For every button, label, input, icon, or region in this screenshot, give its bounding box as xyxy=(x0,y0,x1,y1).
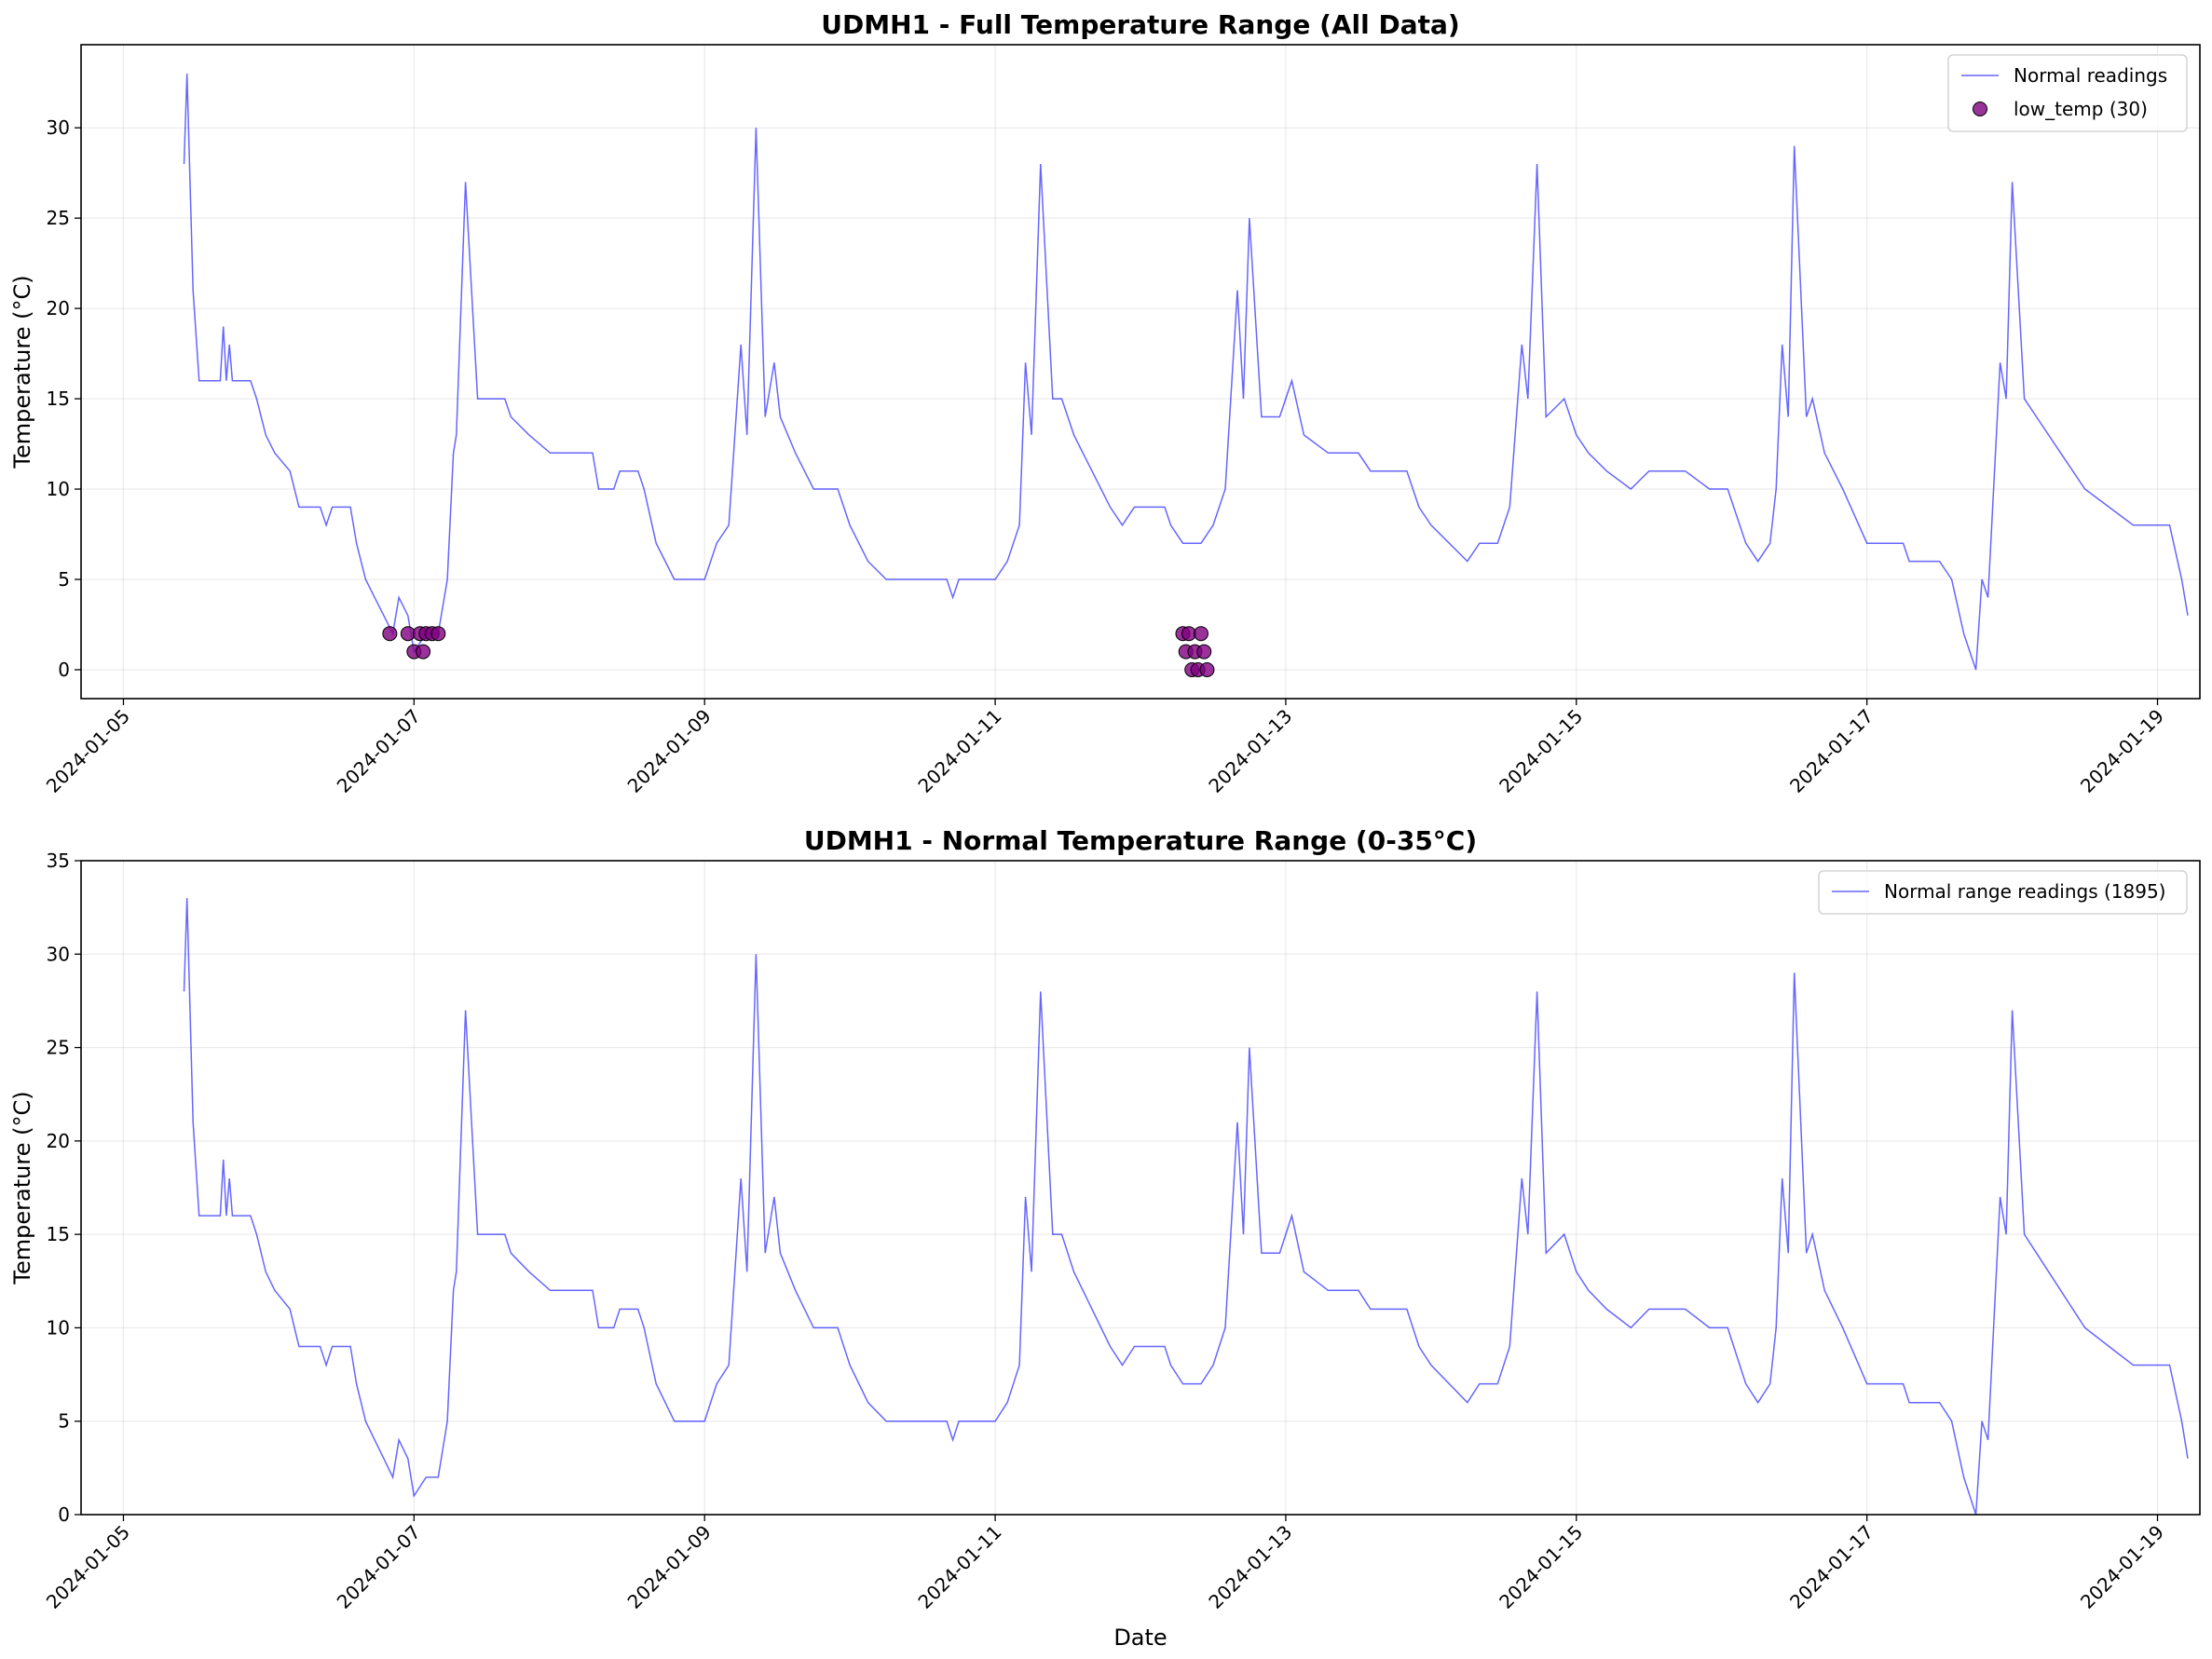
legend-label: Normal readings xyxy=(2014,64,2167,87)
legend: Normal range readings (1895) xyxy=(1818,870,2188,915)
y-tick-label: 10 xyxy=(47,1316,70,1339)
temperature-line xyxy=(183,73,2189,671)
low-temp-point xyxy=(382,626,398,642)
y-tick-label: 35 xyxy=(47,850,70,872)
y-tick-label: 15 xyxy=(47,388,70,410)
axes-frame xyxy=(80,860,2201,1516)
y-tick-label: 5 xyxy=(58,1410,70,1433)
chart-title: UDMH1 - Full Temperature Range (All Data… xyxy=(821,9,1459,40)
y-tick-label: 5 xyxy=(58,568,70,591)
y-tick-label: 20 xyxy=(47,297,70,320)
legend: Normal readings low_temp (30) xyxy=(1947,54,2188,132)
y-tick-label: 25 xyxy=(47,1037,70,1059)
x-tick-label: 2024-01-15 xyxy=(1495,1521,1587,1613)
low-temp-point xyxy=(1196,644,1212,660)
x-tick-label: 2024-01-11 xyxy=(913,705,1005,797)
y-tick-label: 0 xyxy=(58,659,70,681)
legend-label: low_temp (30) xyxy=(2014,98,2148,120)
y-tick-label: 25 xyxy=(47,207,70,229)
chart-title: UDMH1 - Normal Temperature Range (0-35°C… xyxy=(804,825,1477,856)
legend-box xyxy=(1818,870,2188,915)
x-tick-label: 2024-01-11 xyxy=(913,1521,1005,1613)
x-tick-label: 2024-01-13 xyxy=(1204,1521,1296,1613)
y-tick-label: 30 xyxy=(47,116,70,139)
x-tick-label: 2024-01-13 xyxy=(1204,705,1296,797)
low-temp-point xyxy=(1193,626,1208,642)
x-tick-label: 2024-01-07 xyxy=(333,1521,425,1613)
temperature-line xyxy=(183,898,2189,1516)
x-tick-label: 2024-01-15 xyxy=(1495,705,1587,797)
y-axis-label: Temperature (°C) xyxy=(9,1091,35,1285)
x-tick-label: 2024-01-17 xyxy=(1785,1521,1877,1613)
low-temp-point xyxy=(430,626,446,642)
panel-2: 0 5 10 15 20 25 30 35 2024-01-05 2024-01-07 2024-0… xyxy=(9,825,2201,1651)
x-tick-label: 2024-01-05 xyxy=(42,1521,134,1613)
legend-marker-swatch xyxy=(1973,102,1987,116)
y-axis-label: Temperature (°C) xyxy=(9,275,35,469)
axes-frame xyxy=(80,44,2201,700)
panel-1: 0 5 10 15 20 25 30 2024-01-05 2024-01-07 2024-01-… xyxy=(9,9,2201,797)
x-tick-label: 2024-01-05 xyxy=(42,705,134,797)
low-temp-point xyxy=(1199,661,1215,677)
legend-label: Normal range readings (1895) xyxy=(1884,880,2165,903)
x-tick-label: 2024-01-19 xyxy=(2076,705,2168,797)
x-axis-label: Date xyxy=(1113,1625,1167,1651)
x-tick-label: 2024-01-09 xyxy=(623,1521,716,1613)
x-tick-label: 2024-01-17 xyxy=(1785,705,1877,797)
y-tick-label: 15 xyxy=(47,1223,70,1245)
x-tick-label: 2024-01-19 xyxy=(2076,1521,2168,1613)
y-tick-label: 30 xyxy=(47,943,70,965)
x-tick-label: 2024-01-07 xyxy=(333,705,425,797)
y-tick-label: 10 xyxy=(47,478,70,500)
legend-box xyxy=(1947,54,2188,132)
low-temp-point xyxy=(416,644,431,660)
x-tick-label: 2024-01-09 xyxy=(623,705,716,797)
y-tick-label: 0 xyxy=(58,1503,70,1526)
y-tick-label: 20 xyxy=(47,1130,70,1152)
